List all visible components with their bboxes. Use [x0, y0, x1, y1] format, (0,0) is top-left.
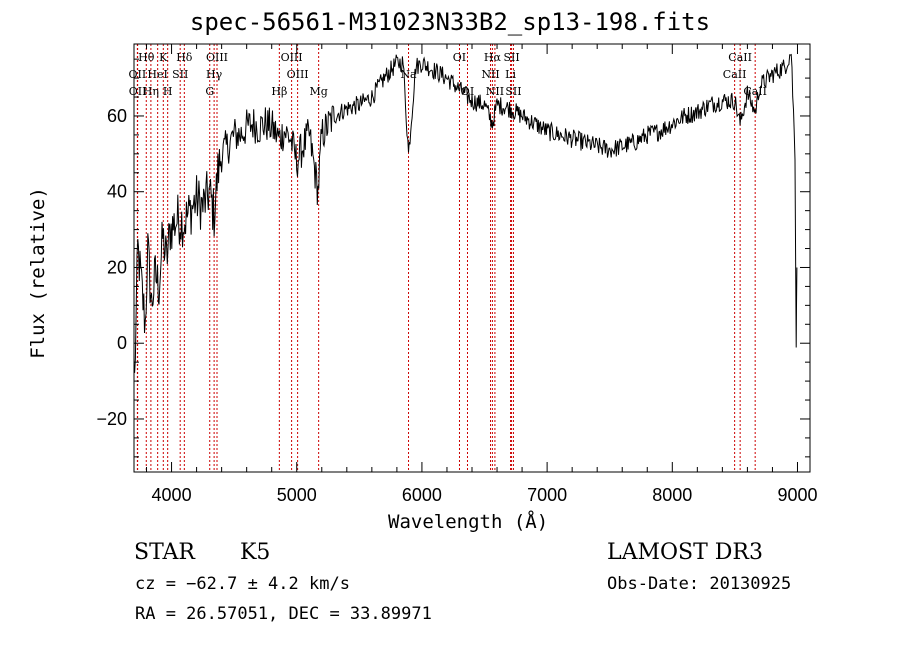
spectral-line-label: OI — [461, 85, 474, 98]
spectral-line-label: OIII — [281, 51, 303, 64]
spectrum-series — [134, 53, 798, 373]
spectral-line-label: CaII — [723, 68, 747, 81]
spectral-line-label: CaII — [743, 85, 767, 98]
obs-date: Obs-Date: 20130925 — [607, 574, 792, 594]
x-tick-label: 8000 — [652, 485, 692, 505]
spectral-line-label: NII — [486, 85, 504, 98]
radec-text: RA = 26.57051, DEC = 33.89971 — [135, 604, 432, 624]
spectral-line-label: Na — [400, 68, 417, 81]
x-tick-label: 7000 — [527, 485, 567, 505]
spectral-line-label: CaII — [728, 51, 752, 64]
spectral-line-label: G — [205, 85, 214, 98]
axis-ticks: 4000 5000 6000 7000 8000 9000 −20 0 20 40 60 — [96, 44, 818, 505]
spectral-line-label: Hη — [143, 85, 159, 98]
x-tick-label: 6000 — [402, 485, 442, 505]
y-tick-label: 20 — [107, 257, 127, 277]
spectral-line-label: H — [163, 85, 173, 98]
spectral-line-label: Li — [505, 68, 516, 81]
x-tick-label: 5000 — [277, 485, 317, 505]
plot-frame — [133, 43, 811, 473]
spectral-line-label: OIII — [287, 68, 309, 81]
spectral-line-label: OI — [453, 51, 466, 64]
spectral-line-label: OII — [129, 68, 147, 81]
spectrum-line — [134, 53, 798, 373]
spectral-line-label: Hδ — [176, 51, 193, 64]
spectral-line-label: SII — [172, 68, 188, 81]
spectral-line-label: Hγ — [206, 68, 223, 81]
spectral-line-label: OII — [129, 85, 147, 98]
spectral-line-label: HeI — [147, 68, 167, 81]
y-tick-label: 40 — [107, 182, 127, 202]
star-subclass: K5 — [240, 540, 271, 565]
spectral-line-label: Hα — [484, 51, 502, 64]
y-tick-label: 60 — [107, 106, 127, 126]
x-axis-label: Wavelength (Å) — [388, 511, 549, 533]
x-tick-label: 9000 — [777, 485, 817, 505]
chart-title: spec-56561-M31023N33B2_sp13-198.fits — [189, 8, 711, 36]
spectral-line-label: Hβ — [271, 85, 287, 98]
y-tick-label: 0 — [117, 333, 127, 353]
line-markers — [136, 44, 756, 472]
spectral-line-label: Mg — [309, 85, 327, 98]
x-tick-label: 4000 — [152, 485, 192, 505]
redshift-text: cz = −62.7 ± 4.2 km/s — [135, 574, 350, 594]
spectral-line-label: OIII — [206, 51, 228, 64]
survey-name: LAMOST DR3 — [607, 540, 763, 565]
spectral-line-label: NII — [481, 68, 499, 81]
spectral-line-label: SII — [503, 51, 519, 64]
spectral-line-label: Hθ — [138, 51, 155, 64]
spectral-line-label: SII — [505, 85, 521, 98]
spectral-line-label: K — [159, 51, 168, 64]
y-tick-label: −20 — [96, 409, 127, 429]
star-class: STAR — [134, 540, 195, 565]
